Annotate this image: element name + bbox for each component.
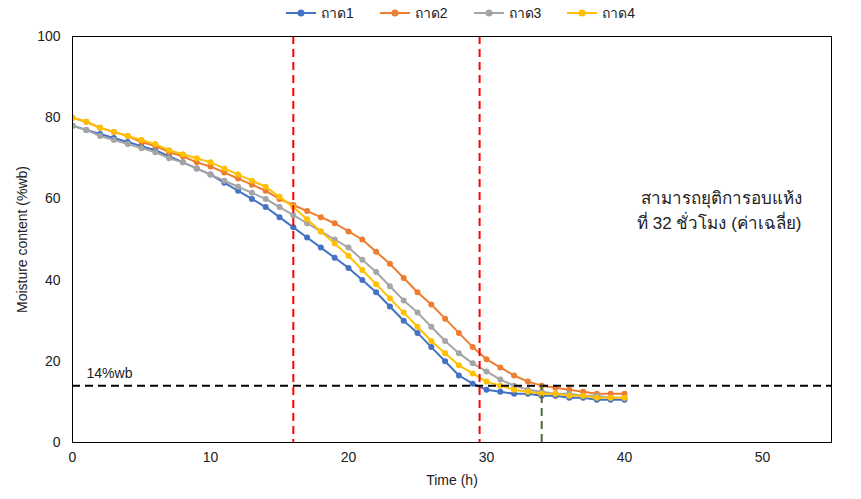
svg-text:80: 80 [45,109,61,125]
svg-text:สามารถยุติการอบแห้งที่ 32 ชั่ว: สามารถยุติการอบแห้งที่ 32 ชั่วโมง (ค่าเฉ… [637,189,801,233]
svg-text:60: 60 [45,190,61,206]
svg-text:100: 100 [37,28,61,44]
svg-text:0: 0 [53,434,61,450]
html-text:ถาด1: ถาด1 [320,5,354,21]
html-text:ถาด3: ถาด3 [508,5,542,21]
svg-text:40: 40 [617,449,633,465]
svg-text:0: 0 [69,449,77,465]
svg-text:50: 50 [755,449,771,465]
svg-text:Moisture content (%wb): Moisture content (%wb) [14,166,30,313]
svg-text:40: 40 [45,272,61,288]
svg-text:10: 10 [203,449,219,465]
svg-text:20: 20 [341,449,357,465]
svg-text:Time (h): Time (h) [426,472,478,488]
html-text:ถาด2: ถาด2 [414,5,448,21]
svg-text:14%wb: 14%wb [87,365,133,381]
html-text:ถาด4: ถาด4 [602,5,636,21]
svg-text:20: 20 [45,353,61,369]
svg-text:30: 30 [479,449,495,465]
